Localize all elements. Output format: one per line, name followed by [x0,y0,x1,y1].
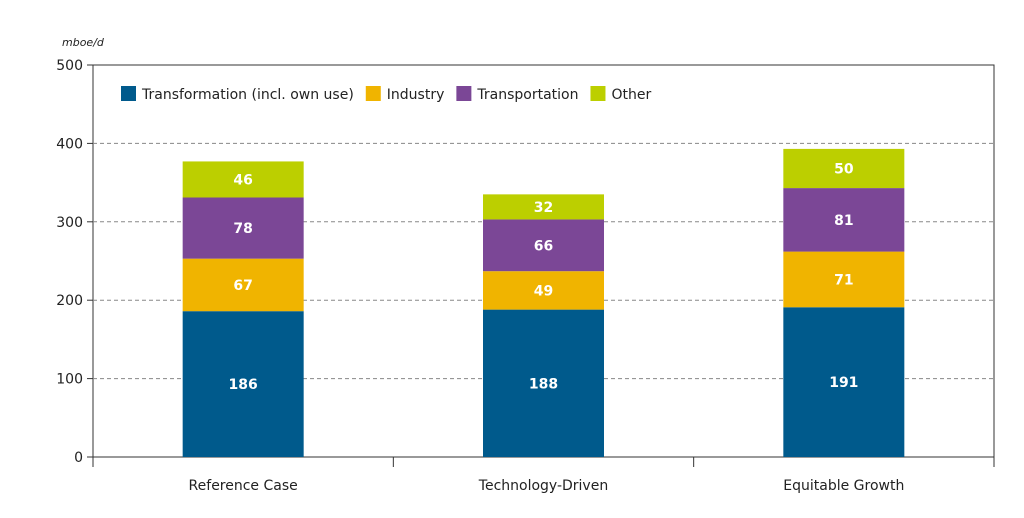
y-tick-label: 400 [56,136,83,152]
bar-segment [182,311,304,457]
bar-segment [783,307,905,457]
bar-stack: 191 71 81 50 [783,148,905,457]
y-tick-label: 500 [56,58,83,74]
legend-item: Industry [365,86,445,103]
bar-segment [483,271,604,310]
legend-item: Transformation (incl. own use) [121,86,354,103]
x-tick-label: Reference Case [189,478,298,494]
y-tick-label: 300 [56,215,83,231]
y-tick-label: 100 [56,372,83,388]
data-label: 71 [834,272,853,288]
bar-segment [182,161,304,198]
bar-segment [783,251,905,308]
data-label: 66 [534,238,553,254]
x-tick-label: Technology-Driven [478,478,608,494]
legend-item: Other [590,86,651,103]
bar-segment [783,188,905,252]
legend-swatch [456,86,472,101]
legend-label: Transportation [476,87,578,103]
bar-stack: 188 49 66 32 [483,194,604,457]
legend-label: Other [611,87,651,103]
data-label: 49 [534,283,553,299]
data-label: 186 [229,377,258,393]
y-unit-label: mboe/d [62,36,105,49]
axes: 0 100 200 300 400 500 Reference Case Technology… [56,58,995,494]
legend-label: Transformation (incl. own use) [141,87,354,103]
data-label: 50 [834,161,854,177]
bar-segment [483,219,604,272]
legend-swatch [365,86,381,101]
legend-swatch [121,86,136,101]
x-tick-label: Equitable Growth [783,478,904,494]
bar-stack: 186 67 78 46 [182,161,304,457]
data-label: 188 [529,376,558,392]
bar-segment [182,197,304,259]
bar-segment [182,258,304,312]
bar-segment [783,148,905,189]
legend-swatch [590,86,606,101]
legend-label: Industry [387,87,445,103]
data-label: 32 [534,200,553,216]
data-label: 81 [834,213,853,229]
bar-segment [483,194,604,220]
legend-item: Transportation [456,86,578,103]
bars: 186 67 78 46 188 49 66 32 191 71 81 50 [182,148,905,457]
data-label: 78 [233,221,252,237]
data-label: 191 [829,375,858,391]
bar-segment [483,309,604,457]
y-tick-label: 0 [74,450,83,466]
data-label: 46 [233,172,252,188]
legend: Transformation (incl. own use) Industry Tr… [121,86,651,103]
y-tick-label: 200 [56,293,83,309]
data-label: 67 [233,278,252,294]
